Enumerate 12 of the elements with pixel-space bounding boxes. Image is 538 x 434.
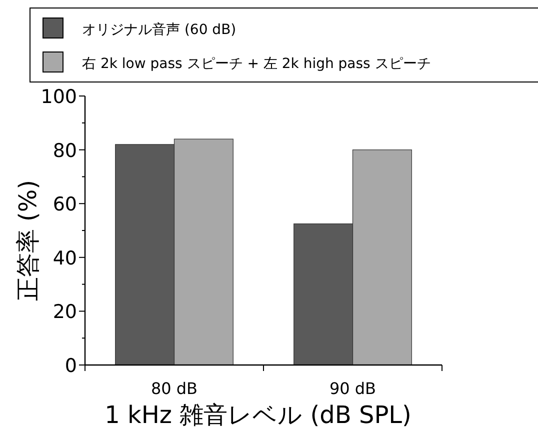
x-tick-label: 80 dB [150,379,198,398]
y-tick-label: 100 [40,86,77,108]
y-tick-label: 80 [52,140,77,162]
legend-label: オリジナル音声 (60 dB) [82,22,236,38]
legend-label: 右 2k low pass スピーチ + 左 2k high pass スピーチ [82,56,431,72]
x-axis-title: 1 kHz 雑音レベル (dB SPL) [104,401,412,429]
x-tick-label: 90 dB [329,379,376,398]
y-axis-title: 正答率 (%) [14,180,42,302]
y-tick-label: 60 [52,194,77,216]
y-tick-label: 20 [52,301,77,324]
y-tick-label: 40 [52,247,77,270]
y-tick-label: 0 [64,355,77,377]
